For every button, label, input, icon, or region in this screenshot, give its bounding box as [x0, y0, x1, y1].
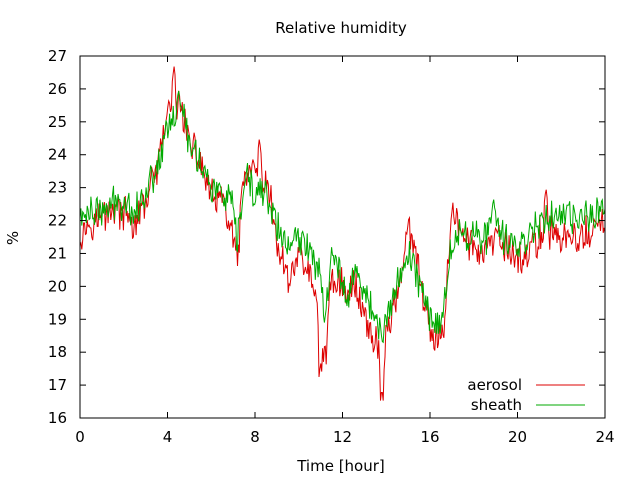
y-tick-label: 18: [48, 343, 67, 361]
x-tick-label: 16: [420, 428, 439, 446]
y-tick-label: 23: [48, 179, 67, 197]
y-tick-label: 25: [48, 113, 67, 131]
x-axis-label: Time [hour]: [296, 457, 385, 475]
x-tick-label: 24: [595, 428, 614, 446]
legend-label-sheath: sheath: [471, 396, 522, 414]
x-tick-label: 20: [508, 428, 527, 446]
chart-title: Relative humidity: [275, 19, 407, 37]
series-line-aerosol: [79, 66, 606, 401]
series-layer: [79, 66, 606, 401]
y-axis-label: %: [4, 231, 22, 245]
x-tick-label: 8: [250, 428, 260, 446]
y-tick-label: 16: [48, 409, 67, 427]
y-tick-label: 19: [48, 310, 67, 328]
plot-frame: [79, 55, 606, 419]
x-tick-label: 0: [75, 428, 85, 446]
y-tick-label: 26: [48, 80, 67, 98]
legend-label-aerosol: aerosol: [467, 376, 522, 394]
y-tick-label: 24: [48, 146, 67, 164]
y-tick-label: 27: [48, 47, 67, 65]
ticks-layer: 0 4 8 12 16 20 24 16 17 18 19 20 21 22 23 24 25 26 27: [48, 47, 615, 446]
y-tick-label: 17: [48, 376, 67, 394]
y-tick-label: 21: [48, 244, 67, 262]
y-tick-label: 22: [48, 212, 67, 230]
x-tick-label: 12: [333, 428, 352, 446]
legend: aerosol sheath: [467, 376, 585, 414]
series-line-sheath: [79, 90, 606, 344]
y-tick-label: 20: [48, 277, 67, 295]
x-tick-label: 4: [163, 428, 173, 446]
